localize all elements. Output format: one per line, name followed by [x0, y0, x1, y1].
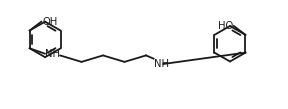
Text: NH: NH — [45, 49, 60, 59]
Text: NH: NH — [154, 59, 168, 69]
Text: HO: HO — [217, 21, 233, 31]
Text: OH: OH — [42, 17, 58, 27]
